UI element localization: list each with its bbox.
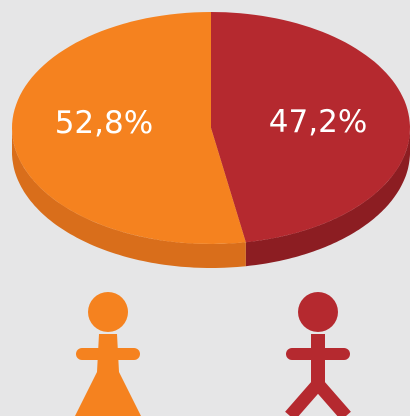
male-icon	[285, 292, 351, 416]
pie: 47,2% 52,8%	[12, 12, 410, 268]
female-body	[75, 334, 141, 416]
male-torso	[311, 334, 325, 386]
slice	[211, 12, 410, 243]
slice	[12, 12, 246, 244]
slice-side	[12, 128, 246, 268]
female-icon	[75, 292, 141, 416]
male-head	[298, 292, 338, 332]
slice-label: 47,2%	[269, 104, 367, 140]
male-legs	[285, 379, 351, 416]
slice-side	[245, 128, 410, 267]
slice-label: 52,8%	[55, 105, 153, 141]
female-head	[88, 292, 128, 332]
